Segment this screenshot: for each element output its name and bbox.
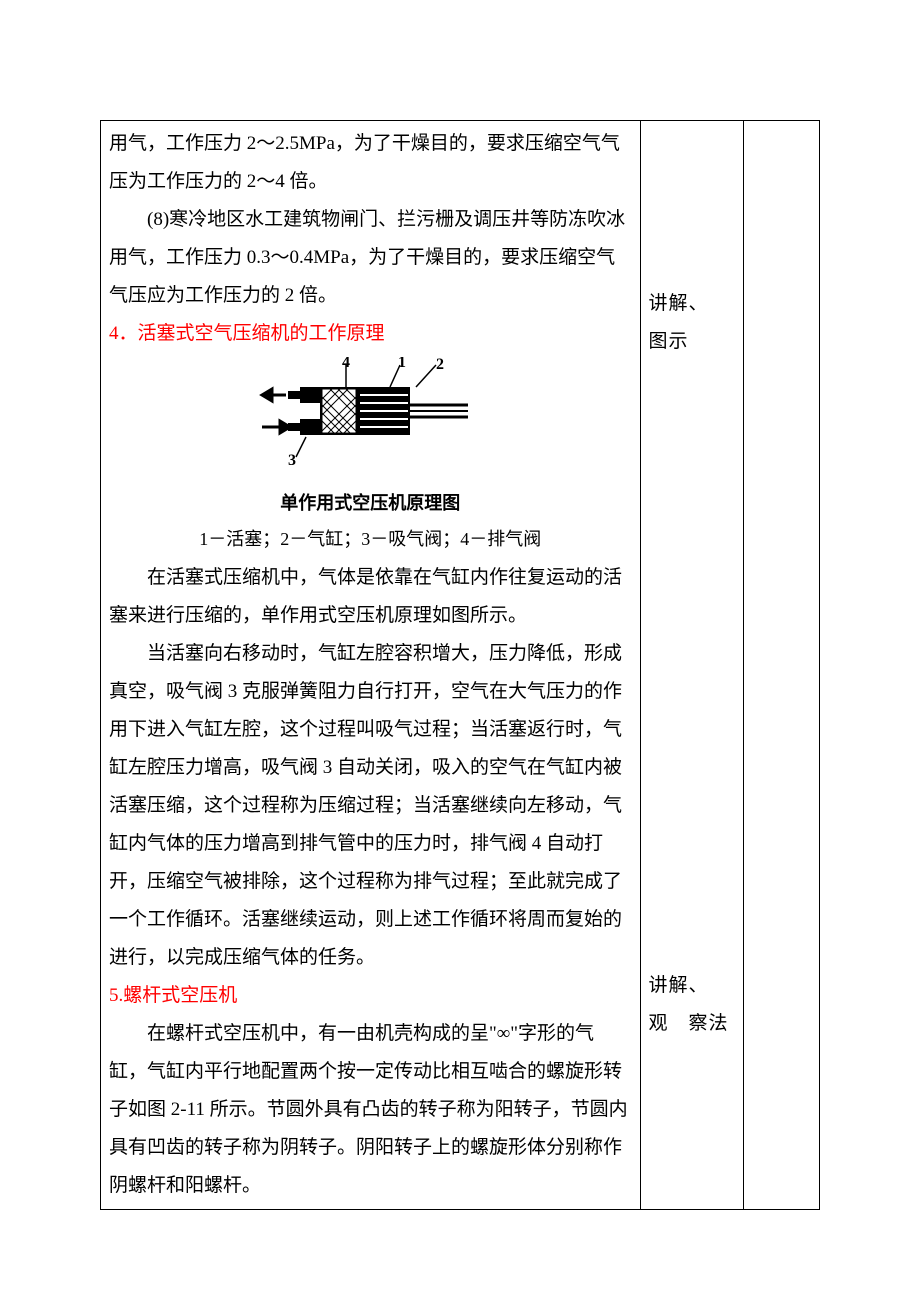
method-1: 讲解、 图示 <box>649 285 735 361</box>
heading-4: 4．活塞式空气压缩机的工作原理 <box>109 315 632 353</box>
diagram-label-2: 2 <box>436 357 444 373</box>
para-4: 当活塞向右移动时，气缸左腔容积增大，压力降低，形成真空，吸气阀 3 克服弹簧阻力… <box>109 635 632 977</box>
diagram-label-1: 1 <box>398 357 406 371</box>
para-2: (8)寒冷地区水工建筑物闸门、拦污栅及调压井等防冻吹冰用气，工作压力 0.3～0… <box>109 201 632 315</box>
figure-caption: 单作用式空压机原理图 <box>109 485 632 521</box>
method-column: 讲解、 图示 讲解、 观 察法 <box>640 121 743 1210</box>
heading-5: 5.螺杆式空压机 <box>109 977 632 1015</box>
right-column <box>743 121 819 1210</box>
figure-legend: 1－活塞；2－气缸；3－吸气阀；4－排气阀 <box>109 521 632 557</box>
para-3: 在活塞式压缩机中，气体是依靠在气缸内作往复运动的活塞来进行压缩的，单作用式空压机… <box>109 559 632 635</box>
page-root: 用气，工作压力 2～2.5MPa，为了干燥目的，要求压缩空气气压为工作压力的 2… <box>0 0 920 1300</box>
para-5: 在螺杆式空压机中，有一由机壳构成的呈"∞"字形的气缸，气缸内平行地配置两个按一定… <box>109 1015 632 1205</box>
layout-frame: 用气，工作压力 2～2.5MPa，为了干燥目的，要求压缩空气气压为工作压力的 2… <box>100 120 820 1210</box>
para-1: 用气，工作压力 2～2.5MPa，为了干燥目的，要求压缩空气气压为工作压力的 2… <box>109 125 632 201</box>
method-1-line2: 图示 <box>649 331 689 352</box>
compressor-diagram-svg: 4 1 2 3 <box>250 357 490 467</box>
main-column: 用气，工作压力 2～2.5MPa，为了干燥目的，要求压缩空气气压为工作压力的 2… <box>101 121 641 1210</box>
figure-compressor: 4 1 2 3 单作用式空压机原理图 1－活塞；2－气缸；3－吸气阀；4－排气阀 <box>109 357 632 557</box>
diagram-label-3: 3 <box>288 452 296 467</box>
method-2-line1: 讲解、 <box>649 975 709 996</box>
diagram-label-4: 4 <box>342 357 350 371</box>
method-1-line1: 讲解、 <box>649 293 709 314</box>
method-2-line2: 观 察法 <box>649 1013 729 1034</box>
method-2: 讲解、 观 察法 <box>649 967 735 1043</box>
